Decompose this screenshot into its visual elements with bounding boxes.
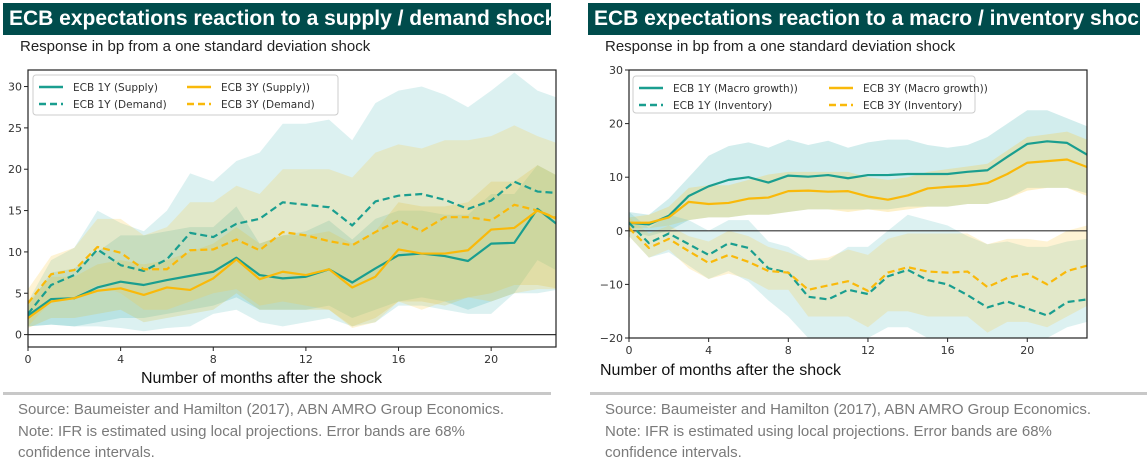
y-tick-label: 10: [8, 246, 22, 259]
chart-title-left: ECB expectations reaction to a supply / …: [3, 3, 556, 35]
legend-label: ECB 3Y (Macro growth)): [863, 83, 988, 95]
y-tick-label: 30: [609, 64, 623, 77]
x-tick-label: 0: [25, 353, 32, 366]
x-tick-label: 12: [861, 344, 875, 357]
series-line: [629, 140, 1087, 226]
y-tick-label: 0: [616, 225, 623, 238]
series-line: [629, 227, 1087, 292]
error-band: [28, 165, 556, 327]
error-band: [28, 125, 556, 328]
y-tick-label: 20: [8, 163, 22, 176]
legend: ECB 1Y (Macro growth)) ECB 1Y (Inventory)…: [632, 75, 988, 114]
legend-label: ECB 1Y (Macro growth)): [673, 83, 798, 95]
x-tick-label: 8: [785, 344, 792, 357]
y-tick-label: 0: [15, 329, 22, 342]
x-tick-label: 20: [1020, 344, 1034, 357]
series-line: [629, 221, 1087, 317]
divider-right: [590, 392, 1147, 395]
x-tick-label: 4: [705, 344, 712, 357]
y-tick-label: −10: [600, 278, 623, 291]
y-tick-label: 25: [8, 122, 22, 135]
error-band: [28, 165, 556, 328]
note-text: Note: IFR is estimated using local proje…: [18, 422, 465, 440]
x-tick-label: 8: [210, 353, 217, 366]
y-tick-label: 30: [8, 81, 22, 94]
plot-frame: [27, 69, 557, 348]
y-tick-label: 5: [15, 287, 22, 300]
legend-label: ECB 1Y (Demand): [73, 99, 167, 111]
footnote-left: Source: Baumeister and Hamilton (2017), …: [18, 399, 504, 464]
x-tick-label: 4: [117, 353, 124, 366]
legend-label: ECB 1Y (Supply): [73, 82, 158, 94]
series-line: [629, 158, 1087, 224]
y-tick-label: 15: [8, 205, 22, 218]
y-tick-label: 10: [609, 171, 623, 184]
x-tick-label: 16: [941, 344, 955, 357]
legend-label: ECB 3Y (Demand): [221, 99, 315, 111]
note-text: Note: IFR is estimated using local proje…: [605, 422, 1052, 440]
source-text: Source: Baumeister and Hamilton (2017), …: [18, 401, 505, 418]
note-text-cont: confidence intervals.: [18, 444, 155, 461]
series-line: [28, 203, 556, 304]
chart-subtitle-right: Response in bp from a one standard devia…: [605, 38, 956, 55]
series-line: [28, 207, 556, 317]
legend-label: ECB 3Y (Supply)): [221, 82, 310, 94]
x-tick-label: 20: [484, 353, 498, 366]
series-line: [28, 209, 556, 319]
plot-frame: [628, 69, 1088, 339]
x-axis-label-right: Number of months after the shock: [600, 362, 841, 379]
series-line: [28, 180, 556, 315]
legend-label: ECB 3Y (Inventory): [863, 100, 962, 112]
error-band: [28, 72, 556, 332]
chart-title-right: ECB expectations reaction to a macro / i…: [588, 3, 1147, 35]
error-band: [629, 110, 1087, 237]
legend-label: ECB 1Y (Inventory): [673, 100, 772, 112]
x-tick-label: 16: [392, 353, 406, 366]
y-tick-label: −20: [600, 332, 623, 345]
x-tick-label: 0: [626, 344, 633, 357]
plot-area: [629, 110, 1087, 338]
source-text: Source: Baumeister and Hamilton (2017), …: [605, 401, 1092, 418]
error-band: [629, 212, 1087, 338]
plot-area: [28, 72, 556, 336]
legend-box: [632, 75, 976, 114]
error-band: [629, 131, 1087, 229]
legend: ECB 1Y (Supply) ECB 1Y (Demand) ECB 3Y (Su…: [32, 74, 339, 116]
divider-left: [3, 392, 551, 395]
chart-subtitle-left: Response in bp from a one standard devia…: [20, 38, 371, 55]
x-axis-label-left: Number of months after the shock: [141, 370, 382, 387]
note-text-cont: confidence intervals.: [605, 444, 742, 461]
x-tick-label: 12: [299, 353, 313, 366]
footnote-right: Source: Baumeister and Hamilton (2017), …: [605, 399, 1091, 464]
legend-box: [32, 74, 339, 116]
y-tick-label: 20: [609, 118, 623, 131]
